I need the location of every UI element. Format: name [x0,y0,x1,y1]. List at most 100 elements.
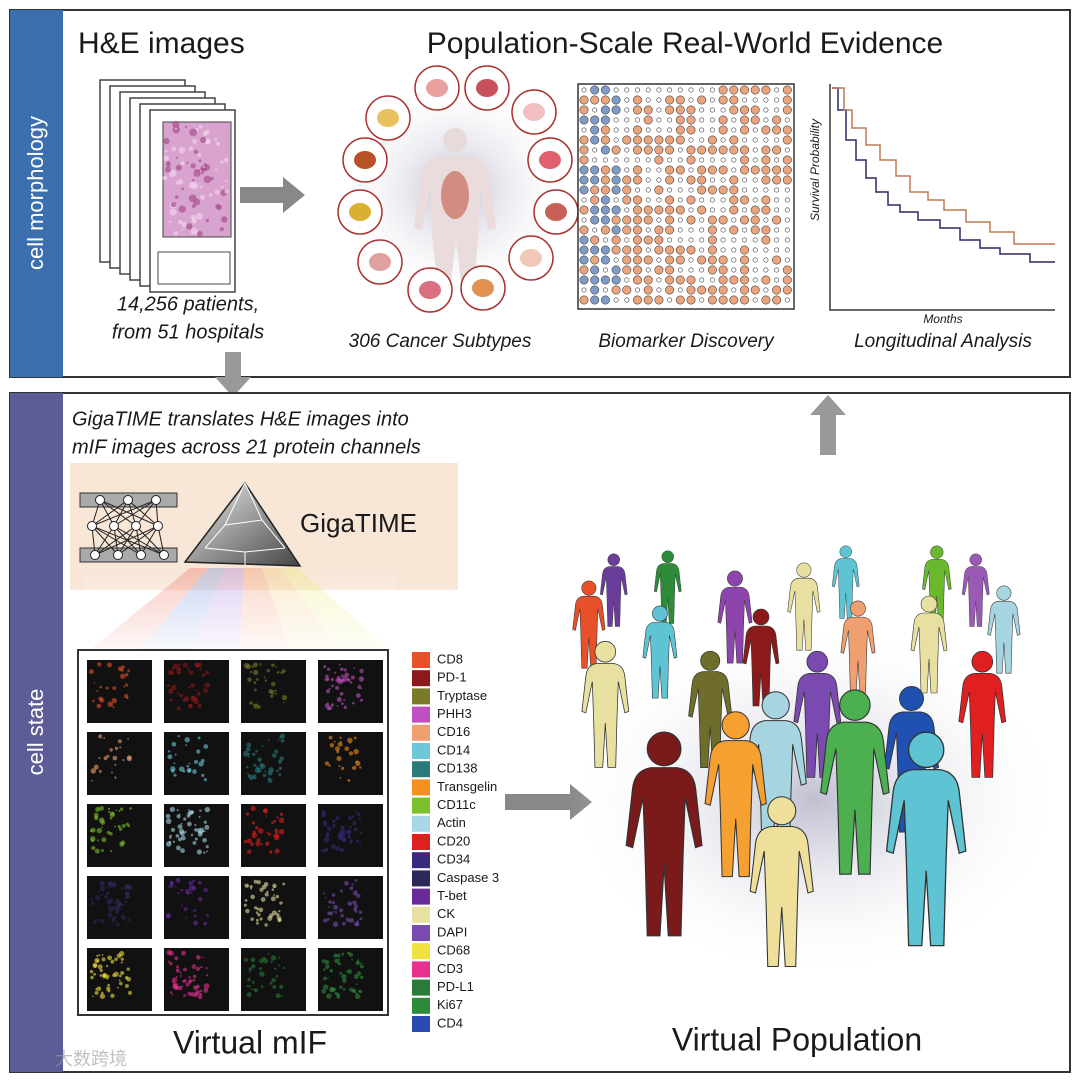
matrix-dot [634,117,640,123]
matrix-dot [600,225,610,235]
matrix-dot [739,165,749,175]
organ-shape [426,79,448,97]
mif-signal [268,913,274,918]
matrix-dot [611,175,621,185]
mif-signal [98,817,105,823]
mif-signal [126,756,132,762]
matrix-dot [731,267,737,273]
matrix-dot [782,135,792,145]
mif-signal [181,904,184,907]
mif-signal [192,769,197,774]
mif-signal [107,955,113,961]
matrix-dot [645,187,651,193]
mif-signal [199,667,203,671]
matrix-dot [784,187,790,193]
matrix-dot [739,215,749,225]
mif-signal [119,807,124,811]
mif-signal [120,971,125,975]
matrix-dot [731,257,737,263]
mif-signal [180,848,185,854]
matrix-dot [656,197,662,203]
matrix-dot [654,225,664,235]
mif-signal [167,960,171,963]
mif-signal [356,971,362,976]
mif-signal [171,684,177,691]
mif-signal [259,967,263,970]
mif-signal [120,668,124,672]
tissue-dot [203,133,206,137]
mif-signal [347,737,353,744]
matrix-dot [752,267,758,273]
mif-signal [260,843,263,846]
matrix-dot [675,205,685,215]
mif-signal [359,766,362,769]
tissue-dot [193,169,201,177]
mif-signal [253,669,259,676]
mif-signal [344,880,349,886]
mif-signal [250,957,256,963]
mif-signal [179,971,182,974]
mif-signal [95,988,98,991]
mif-signal [252,830,256,835]
matrix-dot [665,215,675,225]
matrix-dot [590,295,600,305]
legend-swatch [412,834,430,850]
matrix-dot [579,245,589,255]
mif-signal [323,918,328,923]
mif-signal [96,689,99,692]
mif-signal [90,779,93,782]
matrix-dot [688,87,694,93]
mif-signal [274,692,277,695]
mif-signal [327,977,329,979]
mif-signal [269,981,273,985]
mif-signal [264,923,268,927]
legend-swatch [412,779,430,796]
matrix-dot [699,247,705,253]
mif-signal [176,814,181,819]
tissue-dot [193,149,199,155]
mif-signal [251,821,256,825]
mif-signal [169,961,173,966]
mif-signal [276,769,279,773]
matrix-dot [634,187,640,193]
mif-signal [346,678,349,681]
mif-signal [194,837,198,841]
mif-signal [196,984,200,989]
mif-signal [247,755,250,758]
matrix-dot [784,147,790,153]
legend-label: CD14 [437,742,470,757]
matrix-dot [688,267,694,273]
matrix-dot [656,107,662,113]
mif-signal [271,977,276,983]
mif-signal [339,908,344,913]
mif-signal [115,809,117,812]
axis-label: Months [923,312,962,326]
mif-signal [203,851,206,854]
mif-signal [188,762,191,765]
mif-signal [344,672,350,678]
mif-tile [164,660,229,723]
mif-signal [244,898,248,902]
mif-signal [339,985,343,989]
matrix-dot [613,157,619,163]
matrix-dot [590,255,600,265]
mif-signal [260,897,266,902]
matrix-dot [611,185,621,195]
organ-shape [369,253,391,271]
matrix-dot [729,95,739,105]
mif-signal [275,894,280,899]
matrix-dot [699,217,705,223]
net-node [87,521,97,531]
tissue-dot [178,147,186,154]
tissue-dot [168,220,172,224]
matrix-dot [761,165,771,175]
mif-signal [183,907,188,912]
tissue-dot [216,141,221,146]
mif-signal [173,762,176,765]
matrix-dot [677,87,683,93]
matrix-dot [699,127,705,133]
matrix-dot [697,145,707,155]
mif-signal [265,815,267,817]
organ-shape [539,151,561,169]
mif-signal [274,828,279,833]
